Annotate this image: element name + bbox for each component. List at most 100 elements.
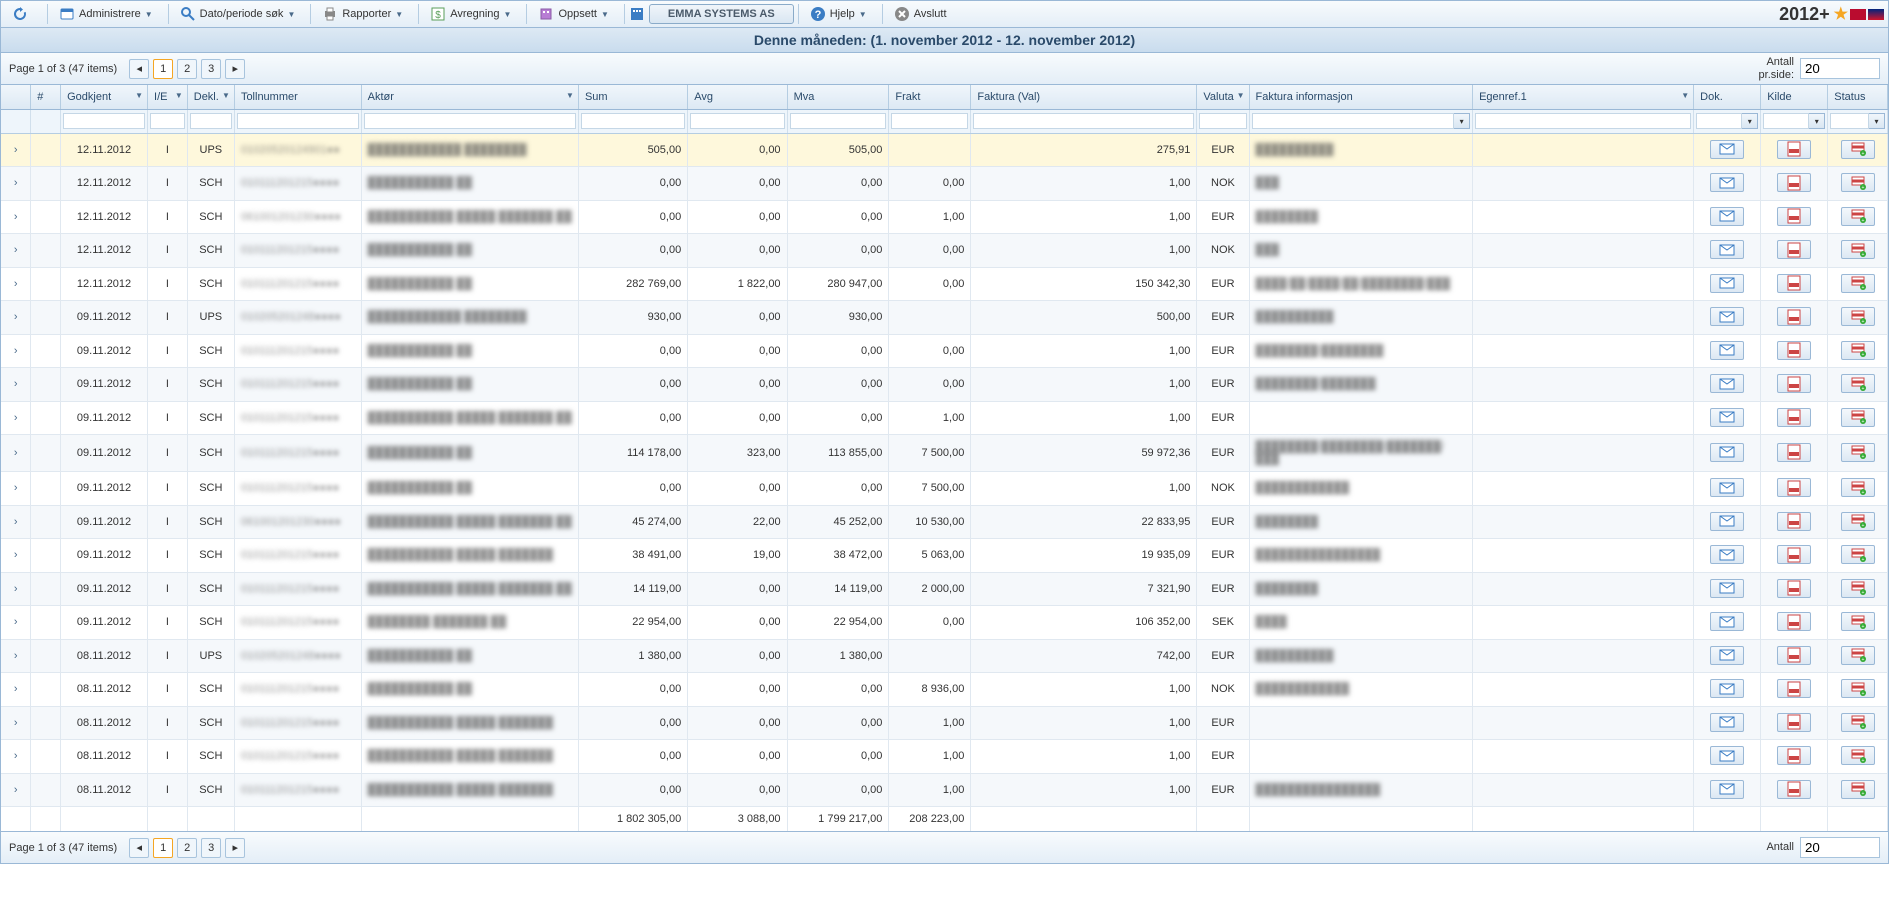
cell-status[interactable]: +: [1828, 539, 1888, 573]
cell-kilde[interactable]: [1761, 133, 1828, 167]
cell-dok[interactable]: [1694, 435, 1761, 472]
filter-ie[interactable]: [150, 113, 185, 129]
pdf-icon[interactable]: [1777, 341, 1811, 360]
table-row[interactable]: ›12.11.2012IUPS01020520124901●●█████████…: [1, 133, 1888, 167]
pdf-icon[interactable]: [1777, 579, 1811, 598]
cell-kilde[interactable]: [1761, 740, 1828, 774]
filter-frakt[interactable]: [891, 113, 968, 129]
pdf-icon[interactable]: [1777, 512, 1811, 531]
expand-button[interactable]: ›: [1, 572, 31, 606]
cell-dok[interactable]: [1694, 301, 1761, 335]
pdf-icon[interactable]: [1777, 374, 1811, 393]
cell-dok[interactable]: [1694, 740, 1761, 774]
cell-dok[interactable]: [1694, 572, 1761, 606]
pager-prev-bottom[interactable]: ◂: [129, 838, 149, 858]
pager-page-2[interactable]: 2: [177, 59, 197, 79]
cell-dok[interactable]: [1694, 606, 1761, 640]
expand-button[interactable]: ›: [1, 368, 31, 402]
col-header-godkjent[interactable]: Godkjent▼: [61, 85, 148, 109]
col-header-faktura_val[interactable]: Faktura (Val): [971, 85, 1197, 109]
expand-button[interactable]: ›: [1, 773, 31, 807]
cell-dok[interactable]: [1694, 200, 1761, 234]
col-header-faktura_info[interactable]: Faktura informasjon: [1249, 85, 1473, 109]
status-flag-icon[interactable]: +: [1841, 207, 1875, 226]
col-header-num[interactable]: #: [31, 85, 61, 109]
filter-faktura_val[interactable]: [973, 113, 1194, 129]
mail-icon[interactable]: [1710, 240, 1744, 259]
pager-next[interactable]: ▸: [225, 59, 245, 79]
col-header-expand[interactable]: [1, 85, 31, 109]
expand-button[interactable]: ›: [1, 401, 31, 435]
table-row[interactable]: ›09.11.2012ISCH061001201230●●●●█████████…: [1, 505, 1888, 539]
table-row[interactable]: ›09.11.2012ISCH010111201215●●●●█████████…: [1, 472, 1888, 506]
cell-status[interactable]: +: [1828, 200, 1888, 234]
status-flag-icon[interactable]: +: [1841, 679, 1875, 698]
pager-prev[interactable]: ◂: [129, 59, 149, 79]
pdf-icon[interactable]: [1777, 545, 1811, 564]
cell-kilde[interactable]: [1761, 234, 1828, 268]
cell-kilde[interactable]: [1761, 267, 1828, 301]
cell-status[interactable]: +: [1828, 435, 1888, 472]
mail-icon[interactable]: [1710, 780, 1744, 799]
flag-no-icon[interactable]: [1850, 9, 1866, 20]
filter-aktor[interactable]: [364, 113, 576, 129]
toolbar-oppsett[interactable]: Oppsett▼: [531, 3, 615, 25]
filter-dropdown-status[interactable]: ▾: [1869, 113, 1885, 129]
filter-kilde[interactable]: [1763, 113, 1809, 129]
cell-dok[interactable]: [1694, 234, 1761, 268]
cell-status[interactable]: +: [1828, 639, 1888, 673]
col-header-dok[interactable]: Dok.: [1694, 85, 1761, 109]
toolbar-dato-periode-s-k[interactable]: Dato/periode søk▼: [173, 3, 303, 25]
cell-dok[interactable]: [1694, 133, 1761, 167]
status-flag-icon[interactable]: +: [1841, 579, 1875, 598]
filter-mva[interactable]: [790, 113, 887, 129]
cell-kilde[interactable]: [1761, 401, 1828, 435]
mail-icon[interactable]: [1710, 443, 1744, 462]
filter-dropdown-kilde[interactable]: ▾: [1809, 113, 1825, 129]
company-button[interactable]: EMMA SYSTEMS AS: [649, 4, 794, 24]
col-header-tollnummer[interactable]: Tollnummer: [234, 85, 361, 109]
cell-dok[interactable]: [1694, 505, 1761, 539]
status-flag-icon[interactable]: +: [1841, 140, 1875, 159]
expand-button[interactable]: ›: [1, 334, 31, 368]
cell-dok[interactable]: [1694, 773, 1761, 807]
cell-status[interactable]: +: [1828, 740, 1888, 774]
filter-faktura_info[interactable]: [1252, 113, 1455, 129]
cell-kilde[interactable]: [1761, 200, 1828, 234]
perside-input[interactable]: [1800, 58, 1880, 79]
cell-status[interactable]: +: [1828, 401, 1888, 435]
status-flag-icon[interactable]: +: [1841, 307, 1875, 326]
expand-button[interactable]: ›: [1, 639, 31, 673]
mail-icon[interactable]: [1710, 579, 1744, 598]
table-row[interactable]: ›09.11.2012ISCH010111201215●●●●█████████…: [1, 435, 1888, 472]
pdf-icon[interactable]: [1777, 408, 1811, 427]
mail-icon[interactable]: [1710, 545, 1744, 564]
status-flag-icon[interactable]: +: [1841, 173, 1875, 192]
mail-icon[interactable]: [1710, 173, 1744, 192]
cell-status[interactable]: +: [1828, 505, 1888, 539]
table-row[interactable]: ›08.11.2012IUPS010205201248●●●●█████████…: [1, 639, 1888, 673]
cell-kilde[interactable]: [1761, 505, 1828, 539]
pdf-icon[interactable]: [1777, 140, 1811, 159]
status-flag-icon[interactable]: +: [1841, 374, 1875, 393]
filter-dok[interactable]: [1696, 113, 1742, 129]
mail-icon[interactable]: [1710, 512, 1744, 531]
pdf-icon[interactable]: [1777, 443, 1811, 462]
cell-kilde[interactable]: [1761, 706, 1828, 740]
mail-icon[interactable]: [1710, 307, 1744, 326]
filter-dekl[interactable]: [190, 113, 232, 129]
toolbar-administrere[interactable]: Administrere▼: [52, 3, 160, 25]
expand-button[interactable]: ›: [1, 133, 31, 167]
mail-icon[interactable]: [1710, 646, 1744, 665]
cell-kilde[interactable]: [1761, 673, 1828, 707]
expand-button[interactable]: ›: [1, 200, 31, 234]
table-row[interactable]: ›08.11.2012ISCH010111201215●●●●█████████…: [1, 740, 1888, 774]
status-flag-icon[interactable]: +: [1841, 746, 1875, 765]
pdf-icon[interactable]: [1777, 240, 1811, 259]
cell-kilde[interactable]: [1761, 773, 1828, 807]
expand-button[interactable]: ›: [1, 673, 31, 707]
cell-status[interactable]: +: [1828, 472, 1888, 506]
pdf-icon[interactable]: [1777, 713, 1811, 732]
cell-kilde[interactable]: [1761, 368, 1828, 402]
col-header-sum[interactable]: Sum: [578, 85, 687, 109]
